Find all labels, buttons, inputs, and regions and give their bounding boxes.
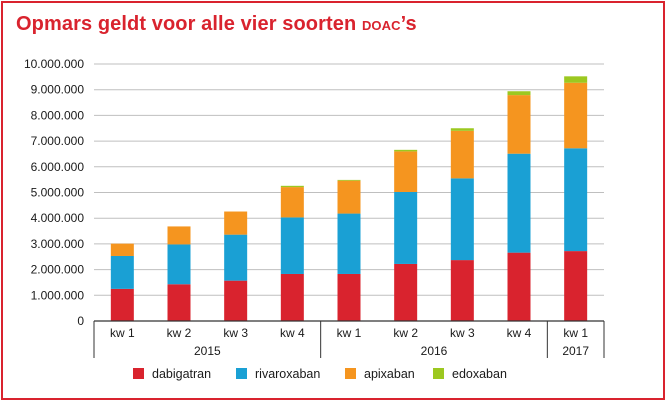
bar-segment-apixaban: [224, 211, 248, 235]
legend-label-rivaroxaban: rivaroxaban: [255, 367, 320, 381]
chart-title-tail: ’s: [400, 13, 417, 35]
x-group-label: 2015: [194, 344, 221, 358]
y-tick-label: 3.000.000: [31, 237, 85, 251]
bar-segment-rivaroxaban: [110, 255, 134, 289]
x-group-label: 2017: [562, 344, 589, 358]
y-tick-label: 5.000.000: [31, 186, 85, 200]
bar-segment-edoxaban: [564, 76, 588, 83]
legend-swatch-dabigatran: [133, 368, 144, 379]
x-category-label: kw 2: [167, 326, 192, 340]
x-category-label: kw 2: [393, 326, 418, 340]
bar-segment-rivaroxaban: [224, 234, 248, 281]
bar-segment-rivaroxaban: [450, 178, 474, 261]
chart-title-abbrev: DOAC: [361, 18, 401, 33]
y-tick-label: 4.000.000: [31, 211, 85, 225]
y-tick-label: 10.000.000: [24, 57, 84, 71]
legend-swatch-apixaban: [345, 368, 356, 379]
y-tick-label: 1.000.000: [31, 288, 85, 302]
bar-segment-dabigatran: [507, 252, 531, 321]
bar-segment-edoxaban: [394, 149, 418, 152]
y-tick-label: 2.000.000: [31, 263, 85, 277]
legend-label-apixaban: apixaban: [364, 367, 415, 381]
bar-segment-apixaban: [110, 243, 134, 256]
bar-segment-edoxaban: [337, 179, 361, 181]
bar-stack: [507, 91, 531, 321]
bar-segment-apixaban: [337, 180, 361, 214]
x-category-label: kw 4: [507, 326, 532, 340]
x-category-label: kw 3: [223, 326, 248, 340]
bar-stack: [394, 149, 418, 321]
x-category-label: kw 3: [450, 326, 475, 340]
bar-segment-edoxaban: [280, 185, 304, 188]
bar-segment-rivaroxaban: [280, 217, 304, 274]
bar-segment-apixaban: [167, 226, 191, 245]
bar-segment-apixaban: [450, 130, 474, 179]
bar-segment-dabigatran: [337, 273, 361, 321]
legend-swatch-edoxaban: [433, 368, 444, 379]
x-group-label: 2016: [421, 344, 448, 358]
bar-segment-dabigatran: [564, 251, 588, 321]
x-category-label: kw 1: [110, 326, 135, 340]
y-tick-label: 0: [77, 314, 84, 328]
x-category-label: kw 4: [280, 326, 305, 340]
bar-segment-edoxaban: [450, 128, 474, 131]
bar-stack: [224, 211, 248, 321]
bar-stack: [337, 179, 361, 321]
bars: [110, 76, 588, 321]
bar-segment-dabigatran: [450, 260, 474, 321]
bar-segment-dabigatran: [280, 273, 304, 321]
y-tick-label: 9.000.000: [31, 83, 85, 97]
bar-segment-rivaroxaban: [394, 191, 418, 264]
bar-segment-rivaroxaban: [337, 213, 361, 274]
bar-stack: [167, 226, 191, 321]
bar-stack: [450, 128, 474, 321]
chart-title: Opmars geldt voor alle vier soorten DOAC…: [16, 13, 417, 36]
x-category-label: kw 1: [337, 326, 362, 340]
bar-segment-dabigatran: [224, 280, 248, 321]
bar-segment-apixaban: [394, 151, 418, 192]
chart-title-main: Opmars geldt voor alle vier soorten: [16, 13, 362, 35]
bar-stack: [110, 243, 134, 321]
bar-stack: [280, 185, 304, 321]
bar-segment-apixaban: [280, 187, 304, 218]
y-tick-label: 6.000.000: [31, 160, 85, 174]
y-tick-label: 7.000.000: [31, 134, 85, 148]
legend-label-edoxaban: edoxaban: [452, 367, 507, 381]
bar-stack: [564, 76, 588, 321]
bar-segment-rivaroxaban: [167, 244, 191, 285]
bar-segment-rivaroxaban: [564, 148, 588, 252]
x-category-label: kw 1: [563, 326, 588, 340]
bar-segment-edoxaban: [507, 91, 531, 96]
legend-swatch-rivaroxaban: [236, 368, 247, 379]
bar-segment-dabigatran: [394, 263, 418, 321]
bar-segment-rivaroxaban: [507, 153, 531, 253]
y-tick-label: 8.000.000: [31, 108, 85, 122]
bar-segment-apixaban: [507, 95, 531, 154]
legend-label-dabigatran: dabigatran: [152, 367, 211, 381]
legend: dabigatran rivaroxaban apixaban edoxaban: [133, 367, 507, 381]
x-axis: kw 1 kw 2 kw 3 kw 4 kw 1 kw 2 kw 3 kw 4 kw 1 2015…: [93, 320, 605, 358]
bar-segment-apixaban: [564, 82, 588, 149]
y-axis-ticks: 0 1.000.000 2.000.000 3.000.000 4.000.000 5.0…: [24, 57, 84, 328]
bar-segment-dabigatran: [167, 284, 191, 321]
bar-segment-dabigatran: [110, 288, 134, 321]
